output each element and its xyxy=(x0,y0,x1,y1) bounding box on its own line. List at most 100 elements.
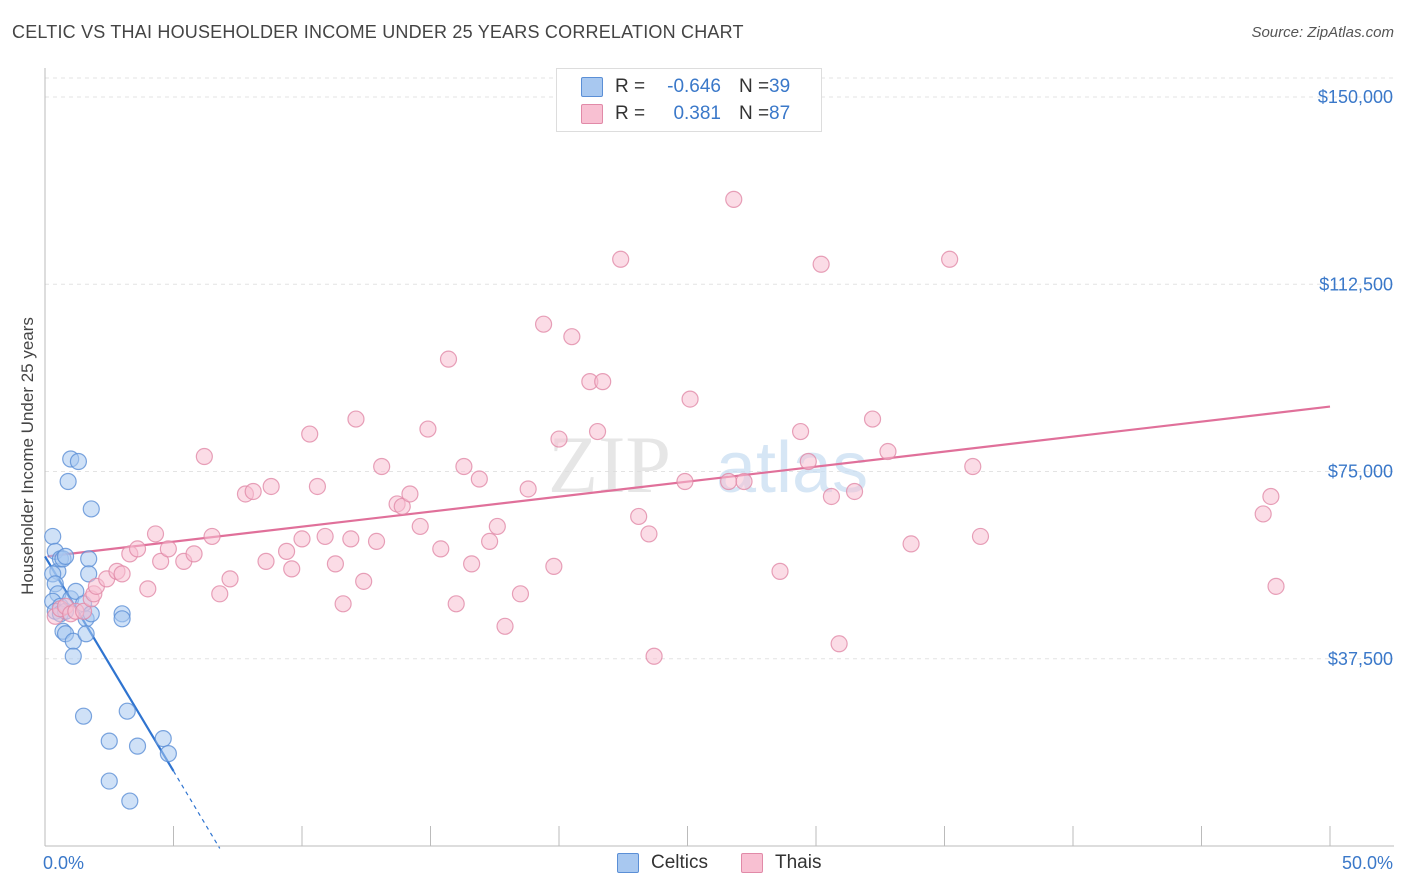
thais-point xyxy=(401,485,419,503)
labels-layer: $37,500 $75,000 $112,500 $150,000 0.0% 50.0% xyxy=(43,87,1393,873)
thais-point xyxy=(594,373,612,391)
y-tick-label: $75,000 xyxy=(1328,462,1393,482)
thais-point xyxy=(735,472,753,491)
legend-item-thais[interactable]: Thais xyxy=(741,852,821,874)
celtics-point xyxy=(113,610,131,628)
thais-point xyxy=(645,647,663,665)
thais-point xyxy=(439,350,458,368)
thais-point xyxy=(791,422,810,441)
thais-point xyxy=(301,425,319,443)
thais-point xyxy=(277,542,296,560)
celtics-legend-swatch xyxy=(617,853,639,873)
stats-row-celtics: R = -0.646 N = 39 xyxy=(581,75,790,99)
r-label: R = xyxy=(615,76,646,97)
celtics-point xyxy=(59,472,77,491)
celtics-point xyxy=(64,647,82,665)
y-tick-label: $112,500 xyxy=(1319,274,1393,294)
series-legend: Celtics Thais xyxy=(0,852,1406,876)
thais-point xyxy=(244,482,262,501)
thais-point xyxy=(283,560,301,578)
celtics-point xyxy=(77,625,95,643)
celtics-point xyxy=(69,452,88,471)
legend-item-celtics[interactable]: Celtics xyxy=(617,852,708,874)
x-tick-label: 0.0% xyxy=(43,853,84,873)
thais-point xyxy=(367,532,386,551)
y-axis-label: Householder Income Under 25 years xyxy=(18,317,37,595)
thais-point xyxy=(681,390,699,408)
thais-point xyxy=(845,482,864,501)
thais-point xyxy=(393,497,411,516)
thais-point xyxy=(812,255,830,273)
thais-point xyxy=(511,585,530,603)
thais-point xyxy=(534,315,553,333)
n-label: N = xyxy=(739,103,770,124)
celtics-point xyxy=(44,527,62,546)
thais-point xyxy=(326,555,345,573)
celtics-point xyxy=(80,565,98,583)
thais-point xyxy=(419,420,437,438)
celtics-point xyxy=(56,547,75,565)
thais-point xyxy=(1254,505,1272,523)
thais-point xyxy=(159,540,177,558)
thais-point xyxy=(1262,487,1280,506)
legend-label-thais: Thais xyxy=(775,852,822,873)
thais-point xyxy=(74,602,93,620)
thais-legend-swatch xyxy=(741,853,763,873)
celtics-point xyxy=(74,707,93,725)
celtics-point xyxy=(121,792,139,810)
thais-point xyxy=(152,552,170,570)
thais-point xyxy=(720,472,738,491)
n-label: N = xyxy=(739,76,770,97)
thais-point xyxy=(308,477,327,496)
thais-point xyxy=(941,250,959,268)
thais-point xyxy=(316,527,334,546)
thais-point xyxy=(725,190,743,208)
celtics-point xyxy=(82,500,100,518)
thais-point xyxy=(262,477,280,496)
thais-point xyxy=(545,557,563,575)
thais-point xyxy=(496,617,514,635)
thais-point xyxy=(640,525,658,543)
thais-point xyxy=(221,570,239,588)
chart-title: CELTIC VS THAI HOUSEHOLDER INCOME UNDER … xyxy=(12,22,744,42)
legend-label-celtics: Celtics xyxy=(651,852,709,873)
thais-point xyxy=(185,545,203,563)
thais-point xyxy=(293,530,311,548)
r-value: -0.646 xyxy=(667,76,721,97)
celtics-point xyxy=(128,737,147,755)
celtics-point xyxy=(154,730,172,748)
thais-point xyxy=(373,457,391,476)
celtics-point xyxy=(100,772,118,790)
thais-point xyxy=(334,595,352,613)
y-tick-label: $150,000 xyxy=(1318,87,1393,107)
thais-point xyxy=(863,410,882,428)
thais-point xyxy=(550,430,568,448)
thais-point xyxy=(347,410,365,428)
thais-point xyxy=(195,447,213,466)
celtics-point xyxy=(67,582,85,600)
thais-point xyxy=(563,328,581,346)
thais-point xyxy=(128,540,147,558)
celtics-swatch xyxy=(581,77,603,97)
stats-row-thais: R = 0.381 N = 87 xyxy=(581,102,790,126)
axes-layer xyxy=(44,68,1394,847)
thais-point xyxy=(902,535,920,553)
celtics-point xyxy=(118,702,136,720)
thais-point xyxy=(964,457,982,476)
trend-layer xyxy=(44,405,1331,849)
grid-layer xyxy=(45,77,1394,660)
thais-point xyxy=(488,517,506,536)
thais-point xyxy=(822,487,841,506)
thais-point xyxy=(113,565,131,583)
thais-point xyxy=(257,552,275,570)
thais-point xyxy=(799,452,817,471)
thais-point xyxy=(971,527,990,546)
stats-legend: R = -0.646 N = 39 R = 0.381 N = 87 xyxy=(556,68,822,132)
thais-point xyxy=(612,250,630,268)
thais-point xyxy=(481,532,499,551)
thais-point xyxy=(203,527,221,546)
thais-point xyxy=(1267,577,1285,595)
r-value: 0.381 xyxy=(673,103,721,124)
points-layer xyxy=(44,190,1285,810)
thais-point xyxy=(455,457,473,476)
